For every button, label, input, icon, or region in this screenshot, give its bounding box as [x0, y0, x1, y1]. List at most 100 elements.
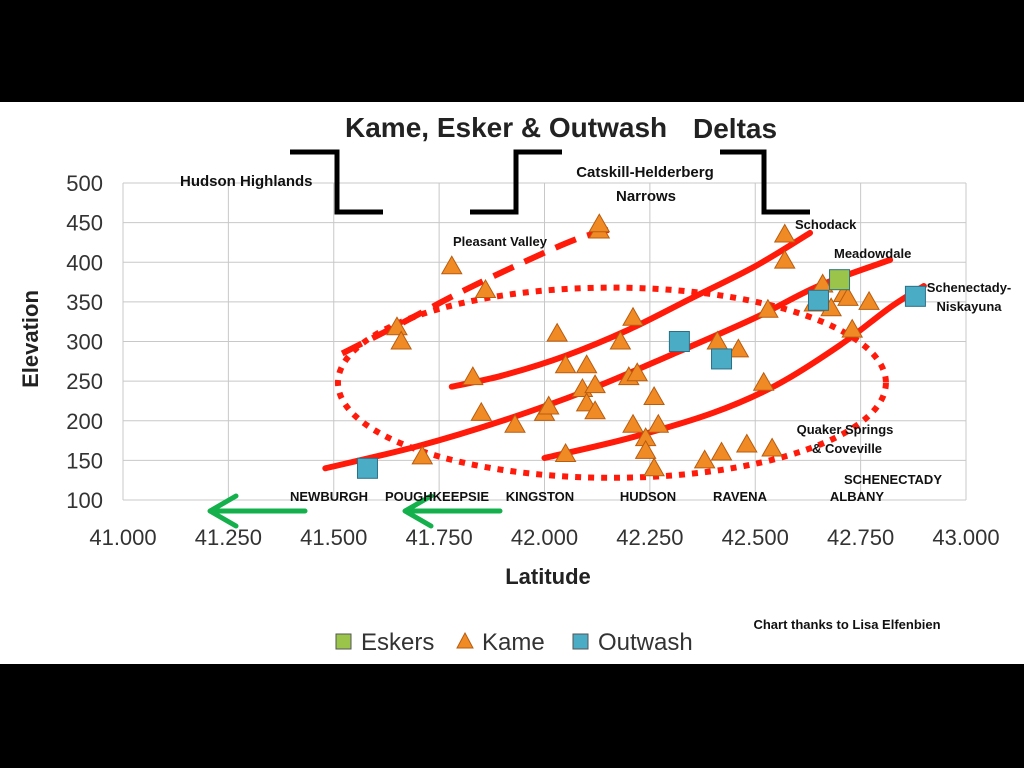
x-tick-label: 42.250: [616, 525, 683, 550]
narrows-brackets: [290, 149, 810, 215]
legend-item-eskers: Eskers: [335, 629, 434, 656]
y-tick-label: 200: [66, 409, 103, 434]
kame-marker: [470, 401, 493, 421]
outwash-marker: [668, 331, 690, 352]
x-tick-label: 42.750: [827, 525, 894, 550]
kame-marker: [643, 385, 665, 405]
kame-marker: [474, 278, 497, 298]
kame-marker: [710, 441, 733, 461]
kame-marker: [584, 400, 606, 420]
kame-marker: [773, 249, 796, 269]
kame-marker: [546, 322, 569, 342]
outwash-marker: [711, 348, 733, 370]
kame-marker: [386, 316, 408, 336]
y-tick-label: 400: [66, 250, 103, 275]
chart-title-part1: Kame, Esker & Outwash: [345, 112, 667, 143]
outwash-marker: [356, 457, 378, 479]
kame-marker: [841, 318, 864, 338]
bracket-catskill-left: [470, 149, 562, 215]
kame-marker: [554, 354, 577, 374]
trend-line-2: [448, 229, 814, 390]
arrow-left-icon: [402, 493, 503, 529]
kame-marker: [773, 223, 796, 243]
legend-item-kame: Kame: [456, 629, 545, 656]
eskers-marker: [829, 269, 851, 291]
label-albany: ALBANY: [830, 489, 884, 504]
y-tick-label: 450: [66, 211, 103, 236]
x-tick-label: 41.500: [300, 525, 367, 550]
label-schodack: Schodack: [795, 217, 857, 232]
kame-marker: [504, 413, 526, 433]
y-tick-label: 350: [66, 290, 103, 315]
label-quaker-springs-2: & Coveville: [812, 441, 882, 456]
kame-marker: [440, 255, 463, 275]
kame-marker: [622, 306, 644, 326]
kame-marker: [461, 366, 484, 386]
grid: [122, 182, 967, 501]
x-tick-label: 41.750: [405, 525, 472, 550]
kame-marker: [727, 338, 750, 358]
kame-marker: [761, 437, 783, 457]
kame-marker: [584, 374, 606, 394]
label-hudson: HUDSON: [620, 489, 676, 504]
label-hudson-highlands: Hudson Highlands: [180, 173, 313, 190]
kame-marker: [647, 413, 670, 433]
legend-square-icon: [335, 633, 352, 650]
label-schenectady-niskayuna-2: Niskayuna: [936, 299, 1002, 314]
kame-marker: [643, 457, 665, 477]
kame-marker: [757, 298, 779, 318]
chart-title-part2: Deltas: [693, 113, 777, 144]
kame-marker: [609, 330, 632, 350]
label-poughkeepsie: POUGHKEEPSIE: [385, 489, 489, 504]
x-tick-label: 42.500: [722, 525, 789, 550]
label-schenectady-niskayuna-1: Schenectady-: [927, 280, 1012, 295]
kame-marker: [693, 449, 716, 469]
x-tick-label: 43.000: [932, 525, 999, 550]
y-tick-label: 150: [66, 448, 103, 473]
legend-label: Outwash: [598, 629, 693, 656]
trend-line-3: [322, 256, 894, 472]
cluster-ellipse: [334, 284, 889, 481]
y-tick-labels: 100 150 200 250 300 350 400 450 500: [66, 171, 103, 513]
y-tick-label: 500: [66, 171, 103, 196]
bracket-hudson-highlands: [290, 149, 383, 215]
kame-marker: [622, 413, 644, 433]
y-axis-title: Elevation: [18, 290, 43, 388]
kame-marker: [390, 330, 413, 350]
x-tick-label: 42.000: [511, 525, 578, 550]
kame-marker: [575, 354, 598, 374]
x-tick-label: 41.250: [195, 525, 262, 550]
y-tick-label: 100: [66, 488, 103, 513]
label-kingston: KINGSTON: [506, 489, 574, 504]
kame-marker: [735, 433, 758, 453]
kame-marker: [411, 445, 434, 465]
legend-square-icon: [572, 633, 589, 650]
label-quaker-springs-1: Quaker Springs: [797, 422, 894, 437]
outwash-marker: [807, 289, 829, 311]
outwash-marker: [904, 285, 926, 307]
x-tick-labels: 41.000 41.250 41.500 41.750 42.000 42.250 42.5…: [89, 525, 999, 550]
chart-credit: Chart thanks to Lisa Elfenbien: [753, 617, 940, 632]
legend-label: Eskers: [361, 629, 434, 656]
kame-marker: [634, 439, 657, 459]
legend: Eskers Kame Outwash: [335, 629, 693, 656]
label-catskill-line1: Catskill-Helderberg: [576, 164, 714, 181]
x-tick-label: 41.000: [89, 525, 156, 550]
cluster-ellipse-outline: [334, 284, 889, 481]
slide: Kame, Esker & Outwash Deltas 100 150 200 25…: [0, 102, 1024, 664]
kame-marker: [554, 443, 577, 463]
arrow-left-icon: [207, 493, 308, 529]
x-axis-title: Latitude: [505, 564, 591, 589]
label-meadowdale: Meadowdale: [834, 246, 911, 261]
label-pleasant-valley: Pleasant Valley: [453, 234, 548, 249]
label-catskill-line2: Narrows: [616, 188, 676, 205]
legend-triangle-icon: [456, 631, 474, 649]
y-tick-label: 300: [66, 330, 103, 355]
data-markers: [356, 213, 926, 479]
label-schenectady: SCHENECTADY: [844, 472, 942, 487]
legend-item-outwash: Outwash: [572, 629, 693, 656]
scatter-chart: Kame, Esker & Outwash Deltas 100 150 200 25…: [18, 112, 1012, 656]
label-ravena: RAVENA: [713, 489, 768, 504]
y-tick-label: 250: [66, 369, 103, 394]
kame-marker: [537, 395, 560, 415]
